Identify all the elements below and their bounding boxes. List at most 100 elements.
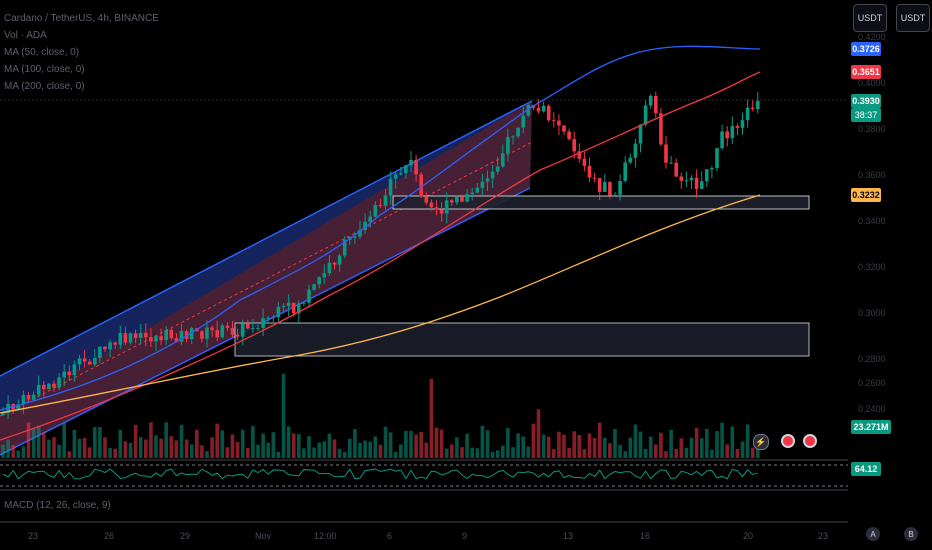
volume-bar [669, 429, 673, 458]
us-flag-event-icon[interactable] [781, 434, 795, 448]
ma200-line[interactable] [0, 194, 761, 414]
candle-body [587, 165, 592, 178]
candle-body [210, 327, 214, 331]
candle-body [82, 358, 87, 362]
candle-body [93, 357, 97, 365]
indicator-ma200[interactable]: MA (200, close, 0) [4, 81, 85, 92]
volume-bar [674, 448, 678, 458]
rsi-line[interactable] [2, 468, 758, 480]
candle-body [31, 394, 36, 400]
volume-bar [281, 373, 286, 458]
volume-bar [205, 451, 209, 458]
indicator-vol[interactable]: Vol · ADA [4, 30, 47, 41]
volume-bar [536, 409, 541, 458]
volume-bar [608, 443, 612, 458]
indicator-ma50[interactable]: MA (50, close, 0) [4, 47, 80, 58]
candle-body [501, 153, 505, 167]
x-tick: Nov [255, 531, 272, 541]
volume-bar [434, 427, 439, 458]
ma50-line[interactable] [0, 45, 761, 411]
volume-bar [618, 444, 622, 458]
x-tick: 9 [462, 531, 468, 541]
candle-body [516, 127, 520, 137]
us-flag-event-icon[interactable] [803, 434, 817, 448]
volume-layer [1, 373, 760, 458]
y-tick: 0.4200 [858, 32, 886, 42]
candle-body [246, 323, 250, 329]
volume-bar [735, 448, 740, 458]
volume-bar [6, 439, 10, 458]
x-tick: 16 [640, 531, 651, 541]
price-scale[interactable] [848, 0, 932, 550]
volume-bar [383, 426, 388, 458]
volume-bar [332, 439, 337, 458]
volume-bar [572, 431, 576, 458]
volume-bar [286, 426, 291, 458]
candle-body [699, 181, 704, 189]
volume-bar [715, 431, 719, 458]
volume-bar [108, 447, 112, 458]
currency-button-2[interactable]: USDT [896, 4, 930, 32]
x-tick: 23 [818, 531, 829, 541]
candle-body [450, 200, 454, 203]
candle-body [684, 180, 689, 182]
volume-bar [154, 435, 158, 458]
candle-body [317, 277, 321, 285]
candle-body [225, 325, 230, 328]
volume-bar [638, 431, 643, 458]
volume-bar [77, 438, 82, 458]
volume-bar [378, 444, 383, 458]
chart-legend: Cardano / TetherUS, 4h, BINANCE Vol · AD… [4, 10, 159, 95]
candle-body [689, 177, 694, 181]
auto-scale-button[interactable]: A [866, 527, 880, 541]
volume-tag: 23.271M [851, 420, 891, 434]
x-tick: 23 [28, 531, 39, 541]
support-zone-upper[interactable] [392, 195, 810, 210]
channel-top-line[interactable] [0, 100, 533, 377]
volume-bar [429, 378, 434, 458]
support-zone-lower[interactable] [234, 322, 810, 357]
volume-bar [577, 435, 582, 458]
lightning-icon[interactable]: ⚡ [753, 434, 769, 450]
indicator-ma100[interactable]: MA (100, close, 0) [4, 64, 85, 75]
volume-bar [164, 422, 168, 458]
volume-bar [511, 447, 515, 458]
candle-body [664, 144, 668, 163]
candle-body [552, 120, 556, 122]
candle-body [429, 202, 434, 208]
volume-bar [740, 441, 745, 458]
candle-body [470, 192, 474, 195]
candle-body [623, 162, 627, 182]
channel-bottom-line[interactable] [0, 187, 531, 456]
candle-body [353, 236, 357, 238]
candle-body [444, 200, 449, 214]
candle-body [659, 113, 663, 145]
y-tick: 0.3400 [858, 216, 886, 226]
candle-body [618, 181, 622, 195]
x-tick: 29 [180, 531, 191, 541]
volume-bar [169, 436, 174, 458]
volume-bar [93, 427, 97, 458]
volume-bar [450, 444, 454, 458]
candle-body [133, 333, 138, 338]
log-scale-button[interactable]: B [904, 527, 918, 541]
volume-bar [730, 426, 735, 458]
volume-bar [225, 447, 230, 458]
volume-bar [526, 446, 531, 458]
candle-body [337, 255, 342, 265]
candle-body [603, 182, 607, 192]
volume-bar [67, 451, 72, 458]
candle-body [628, 157, 633, 163]
volume-bar [353, 429, 357, 458]
candle-body [261, 318, 265, 328]
volume-bar [1, 444, 5, 458]
volume-bar [664, 451, 668, 458]
volume-bar [720, 422, 724, 458]
volume-bar [582, 449, 587, 458]
candle-body [740, 120, 745, 128]
volume-bar [465, 433, 469, 458]
ma100-line[interactable] [0, 71, 761, 441]
currency-button-1[interactable]: USDT [853, 4, 887, 32]
volume-bar [200, 445, 204, 458]
